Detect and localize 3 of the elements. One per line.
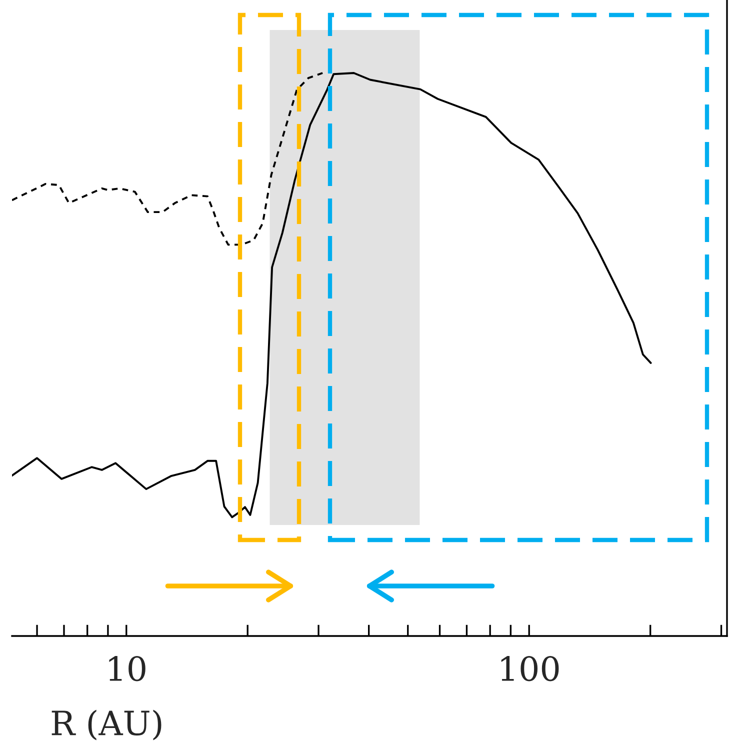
x-tick-label: 10 [109,656,146,682]
x-tick-label: 100 [501,656,559,682]
x-axis-title: R (AU) [52,710,162,740]
